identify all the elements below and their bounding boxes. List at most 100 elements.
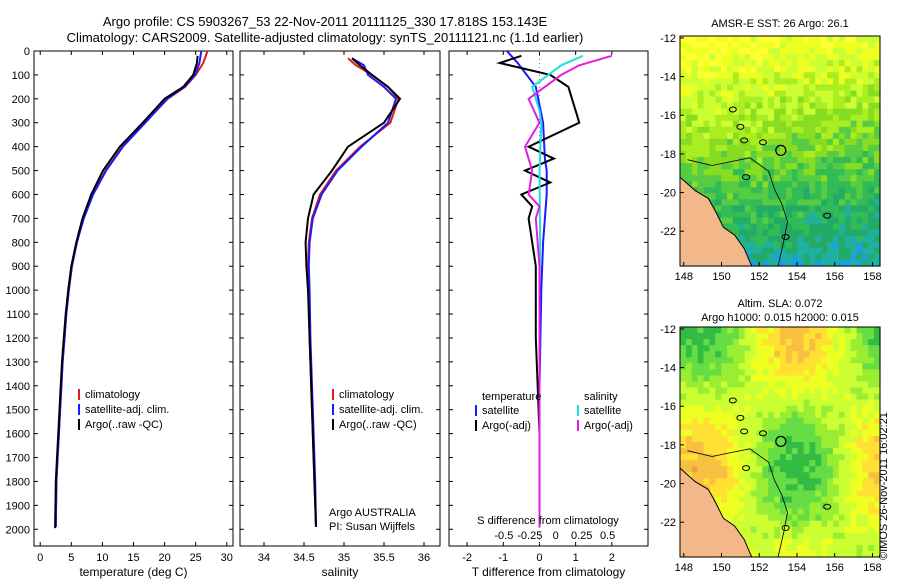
sst-map-cell [868,205,875,213]
sla-map-cell [756,405,763,413]
sst-map-cell [815,144,822,152]
sla-map-cell [832,538,840,546]
sla-map-cell [874,387,881,395]
sst-map-cell [762,205,769,213]
sst-map-cell [809,253,816,261]
difference-series-salinity-argo-adj- [523,54,613,527]
sst-map-cell [768,259,775,267]
sla-map-cell [750,351,758,358]
sla-map-cell [744,442,752,449]
sla-map-cell [862,399,869,407]
sla-map-cell [832,532,840,540]
sst-map-cell [768,235,775,243]
sst-map-cell [697,54,705,61]
sla-map-cell [874,435,881,443]
sst-map-cell [797,259,805,267]
sla-map-cell [850,460,858,467]
sst-map-cell [862,102,869,110]
sst-map-cell [703,102,710,110]
sla-map-cell [821,435,828,443]
sst-map-cell [832,259,840,267]
diff-legend-label: Argo(-adj) [482,420,531,432]
sla-map-cell [727,339,734,346]
sla-map-cell [797,496,805,504]
sla-map-cell [762,369,769,377]
sst-map-cell [756,102,763,110]
sla-map-cell [797,538,805,546]
sst-map-cell [785,102,793,110]
sst-map-cell [832,205,840,213]
sla-map-cell [780,381,787,389]
sst-map-cell [815,205,822,213]
sst-map-cell [868,90,875,98]
sla-map-cell [862,381,869,389]
sst-map-cell [780,114,787,122]
sst-map-cell [856,181,863,188]
sst-map-cell [821,181,828,188]
sla-map-cell [809,472,816,479]
sla-map-cell [844,429,852,437]
sst-map-ytick-label: -22 [660,226,676,238]
sla-map-cell [874,381,881,389]
sst-map-cell [868,241,875,249]
sla-map-cell [685,399,693,407]
sla-map-cell [850,520,858,528]
sla-map-cell [785,339,793,346]
sla-map-cell [744,339,752,346]
sla-map-cell [732,339,740,346]
sla-map-cell [844,514,852,522]
sla-map-cell [809,544,816,552]
sst-map-cell [756,96,763,104]
sla-map-cell [832,544,840,552]
sla-map-cell [868,448,875,455]
sla-map-cell [868,514,875,522]
sla-map-cell [856,466,863,473]
sst-map-cell [780,102,787,110]
sla-map-cell [797,339,805,346]
difference-xtick-label: 2 [609,552,615,564]
sla-map-cell [815,550,822,558]
sla-map-cell [768,393,775,401]
sst-map-cell [850,108,858,116]
sla-map-cell [815,363,822,370]
sst-map-cell [862,126,869,134]
sla-map-cell [750,357,758,364]
sla-map-cell [791,327,799,334]
sla-map-cell [697,460,705,467]
sla-map-cell [685,454,693,461]
sst-map-cell [838,151,846,158]
sst-map-cell [868,138,875,146]
sla-map-cell [850,423,858,431]
sla-map-cell [768,327,775,334]
sst-map-cell [744,151,752,158]
sst-map-cell [738,181,746,188]
sla-map-cell [715,466,722,473]
sst-map-cell [821,151,828,158]
sst-map-cell [815,169,822,176]
depth-tick-label: 400 [12,142,30,154]
sla-map-reef [759,430,768,437]
sst-map-cell [762,132,769,140]
sst-map-cell [821,205,828,213]
sst-map-cell [844,72,852,79]
sla-map-cell [721,357,728,364]
sst-map-cell [756,199,763,207]
sla-map-cell [732,484,740,492]
sst-map-cell [727,157,734,164]
sla-map-cell [780,423,787,431]
sla-map-cell [827,381,834,389]
sst-map-cell [732,126,740,134]
sst-map-cell [685,175,693,182]
sla-map-cell [791,550,799,558]
sla-map-cell [803,460,810,467]
sst-map-cell [685,126,693,134]
sla-map-cell [750,345,758,352]
sst-map-cell [821,175,828,182]
sla-map-cell [827,429,834,437]
sla-map-cell [827,333,834,340]
sla-map-cell [774,333,781,340]
sla-map-cell [791,466,799,473]
sla-map-cell [868,502,875,510]
sla-map-cell [691,454,699,461]
sla-map-cell [756,448,763,455]
